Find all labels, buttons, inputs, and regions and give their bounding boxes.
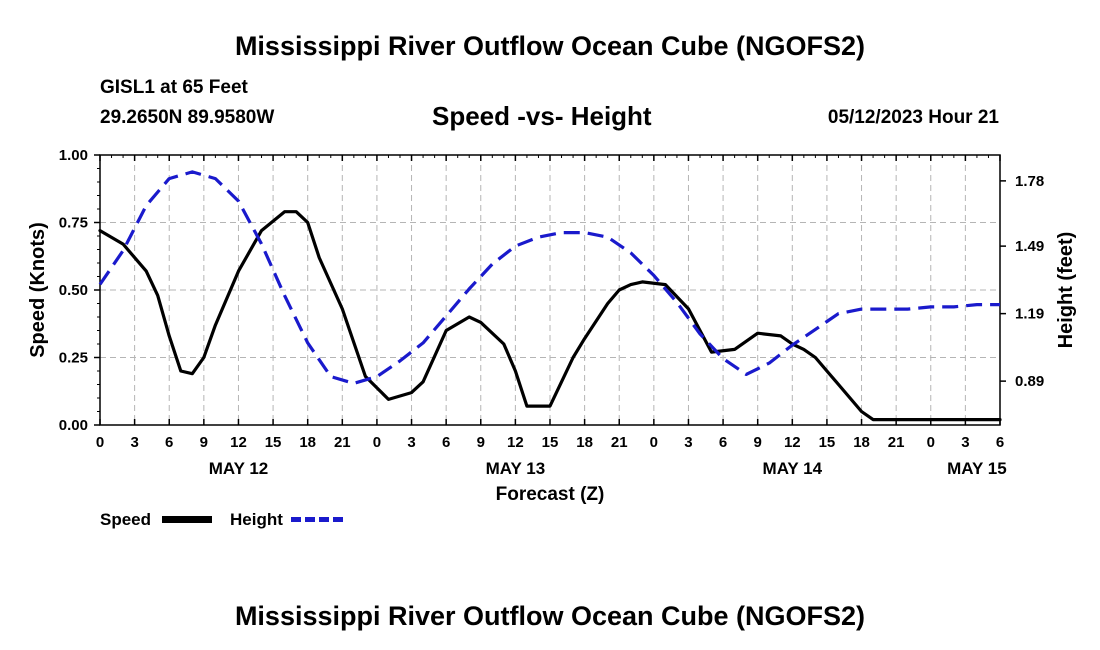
coordinates-label: 29.2650N 89.9580W [100, 107, 275, 128]
x-tick-label: 6 [442, 434, 450, 451]
datetime-label: 05/12/2023 Hour 21 [827, 107, 999, 128]
y2-tick-label: 1.19 [1015, 306, 1044, 323]
y-tick-label: 0.00 [59, 417, 88, 434]
speed-height-chart: 0 3 6 9 12 15 18 21 0 3 6 9 12 15 18 21 0 3 6 9 12 15 18 21 0 3 6 0… [27, 147, 1077, 505]
x-tick-label: 6 [719, 434, 727, 451]
series-line-height [98, 170, 1000, 385]
x-tick-label: 18 [853, 434, 870, 451]
x-tick-label: 6 [165, 434, 173, 451]
legend-speed-label: Speed [100, 510, 152, 529]
x-tick-label: 15 [819, 434, 836, 451]
x-tick-label: 3 [130, 434, 138, 451]
y-tick-label: 0.50 [59, 282, 88, 299]
x-tick-label: 12 [507, 434, 524, 451]
x-tick-label: 6 [996, 434, 1004, 451]
y2-tick-label: 1.49 [1015, 238, 1044, 255]
x-tick-label: 3 [961, 434, 969, 451]
x-tick-label: 0 [650, 434, 658, 451]
x-tick-label: 9 [200, 434, 208, 451]
date-label: MAY 14 [763, 459, 823, 478]
plot-frame [99, 154, 1001, 426]
x-tick-label: 0 [927, 434, 935, 451]
x-axis-title: Forecast (Z) [496, 484, 605, 505]
x-tick-label: 21 [611, 434, 628, 451]
y2-tick-label: 1.78 [1015, 173, 1044, 190]
y-tick-label: 0.75 [59, 215, 88, 232]
x-tick-label: 0 [373, 434, 381, 451]
series-line-speed [98, 210, 1002, 422]
chart-subtitle: Speed -vs- Height [432, 101, 652, 131]
x-tick-label: 18 [299, 434, 316, 451]
date-label: MAY 13 [486, 459, 546, 478]
footer-title: Mississippi River Outflow Ocean Cube (NG… [234, 601, 866, 631]
y-tick-label: 0.25 [59, 350, 88, 367]
station-label: GISL1 at 65 Feet [100, 77, 248, 98]
x-tick-label: 15 [542, 434, 559, 451]
legend-height-swatch [291, 517, 343, 522]
x-tick-label: 9 [477, 434, 485, 451]
y-axis-title: Speed (Knots) [27, 222, 49, 358]
x-tick-label: 12 [230, 434, 247, 451]
y2-tick-label: 0.89 [1015, 373, 1044, 390]
x-tick-label: 12 [784, 434, 801, 451]
x-tick-label: 15 [265, 434, 282, 451]
y2-axis-title: Height (feet) [1055, 232, 1077, 349]
legend-height-label: Height [230, 510, 283, 529]
page-title: Mississippi River Outflow Ocean Cube (NG… [234, 31, 866, 61]
x-tick-label: 3 [407, 434, 415, 451]
date-label: MAY 12 [209, 459, 269, 478]
x-tick-label: 18 [576, 434, 593, 451]
x-tick-label: 21 [334, 434, 351, 451]
legend-speed-swatch [162, 516, 212, 523]
x-tick-label: 0 [96, 434, 104, 451]
y-tick-label: 1.00 [59, 147, 88, 164]
x-tick-label: 3 [684, 434, 692, 451]
date-label: MAY 15 [947, 459, 1007, 478]
x-tick-label: 21 [888, 434, 905, 451]
x-tick-label: 9 [754, 434, 762, 451]
